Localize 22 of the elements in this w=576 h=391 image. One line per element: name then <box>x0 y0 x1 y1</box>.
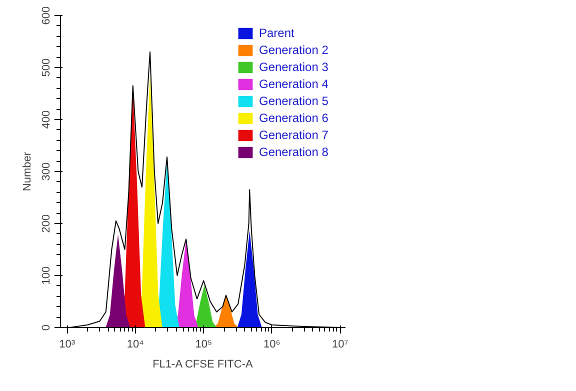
y-tick-label: 200 <box>40 214 52 233</box>
y-tick-label: 400 <box>40 110 52 129</box>
x-tick-label: 10⁵ <box>195 338 212 350</box>
x-axis-title: FL1-A CFSE FITC-A <box>152 358 254 370</box>
y-axis-title: Number <box>22 152 34 192</box>
x-tick-label: 10³ <box>59 338 76 350</box>
legend-label: Generation 4 <box>259 77 328 91</box>
y-tick-label: 0 <box>40 324 52 331</box>
legend-label: Generation 7 <box>259 128 328 142</box>
legend-label: Generation 3 <box>259 60 328 74</box>
x-tick-label: 10⁷ <box>332 338 348 350</box>
y-tick-label: 500 <box>40 58 52 77</box>
x-tick-label: 10⁴ <box>126 338 144 350</box>
legend-label: Generation 2 <box>259 43 328 57</box>
y-tick-label: 100 <box>40 266 52 285</box>
y-tick-label: 300 <box>40 162 52 181</box>
legend-label: Generation 8 <box>259 145 328 159</box>
x-tick-label: 10⁶ <box>263 338 280 350</box>
legend-label: Generation 6 <box>259 111 328 125</box>
legend-label: Generation 5 <box>259 94 328 108</box>
legend-label: Parent <box>259 26 294 40</box>
y-tick-label: 600 <box>40 6 52 25</box>
